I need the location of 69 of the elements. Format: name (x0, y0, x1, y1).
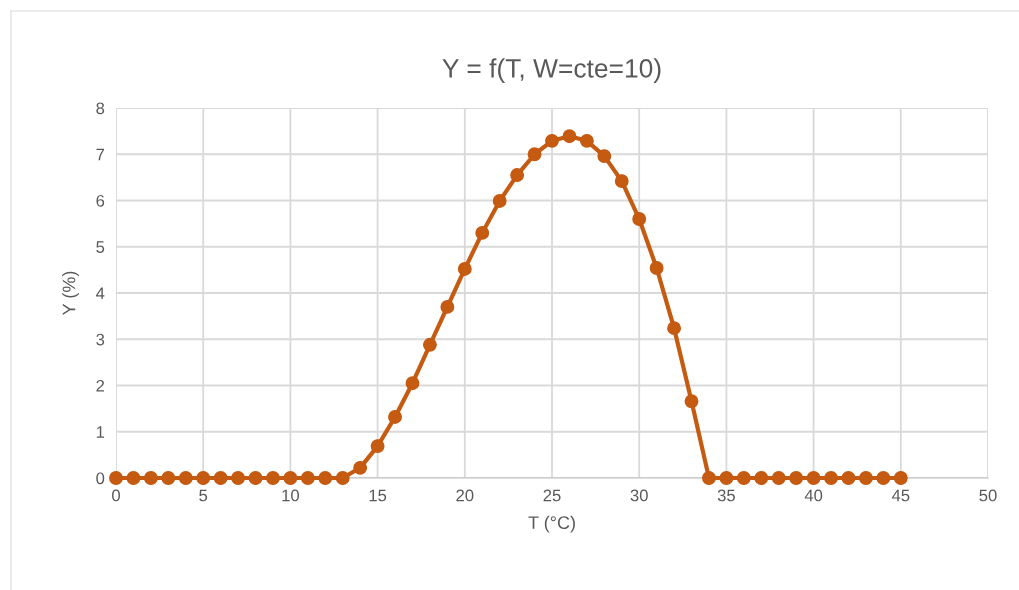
x-tick-label: 20 (456, 489, 474, 502)
point (876, 471, 891, 485)
point (196, 471, 211, 485)
point (300, 471, 315, 485)
point (161, 471, 176, 485)
y-tick-label: 3 (96, 333, 105, 346)
chart-title: Y = f(T, W=cte=10) (442, 58, 661, 83)
point (318, 471, 333, 485)
x-tick-label: 0 (112, 489, 120, 502)
point (841, 471, 856, 485)
point (806, 471, 821, 485)
x-tick-label: 30 (630, 489, 648, 502)
point (422, 337, 437, 352)
point (684, 394, 699, 409)
x-tick-label: 5 (199, 489, 208, 502)
point (736, 471, 751, 485)
x-tick-label: 40 (804, 489, 823, 502)
x-tick-label: 50 (979, 489, 997, 502)
point (719, 471, 734, 485)
point (597, 149, 612, 164)
point (771, 471, 786, 485)
x-tick-label: 10 (282, 489, 300, 502)
point (440, 299, 455, 314)
point (824, 471, 838, 485)
y-tick-label: 2 (96, 379, 105, 392)
y-tick-label: 5 (96, 241, 105, 253)
point (143, 471, 158, 485)
y-axis-title: Y (%) (62, 271, 79, 316)
x-axis-title: T (°C) (528, 515, 575, 533)
point (335, 471, 350, 485)
point (858, 471, 873, 485)
point (579, 133, 594, 148)
point (754, 471, 769, 485)
point (457, 262, 472, 276)
point (632, 212, 647, 226)
x-tick-label: 35 (717, 489, 735, 502)
y-tick-label: 1 (96, 426, 105, 438)
point (893, 471, 908, 485)
y-tick-label: 8 (96, 102, 105, 115)
point (266, 471, 280, 485)
point (789, 471, 804, 485)
y-tick-label: 6 (96, 194, 105, 207)
point (510, 168, 525, 183)
point (353, 460, 368, 475)
y-tick-label: 4 (96, 287, 105, 300)
point (231, 471, 246, 485)
point (405, 376, 420, 391)
point (109, 471, 123, 485)
point (475, 225, 490, 240)
point (248, 471, 263, 485)
point (702, 471, 716, 485)
point (614, 174, 629, 189)
point (545, 133, 559, 148)
y-tick-label: 7 (96, 148, 105, 161)
point (667, 321, 682, 336)
point (562, 129, 577, 144)
y-tick-label: 0 (96, 472, 105, 485)
point (370, 439, 385, 454)
point (283, 471, 298, 485)
point (126, 471, 141, 485)
point (388, 410, 402, 424)
x-tick-label: 15 (369, 489, 387, 502)
x-tick-label: 45 (891, 489, 910, 502)
x-tick-label: 25 (543, 489, 561, 502)
point (178, 471, 193, 485)
point (492, 194, 507, 208)
point (649, 261, 664, 275)
point (213, 471, 228, 485)
point (527, 147, 542, 162)
